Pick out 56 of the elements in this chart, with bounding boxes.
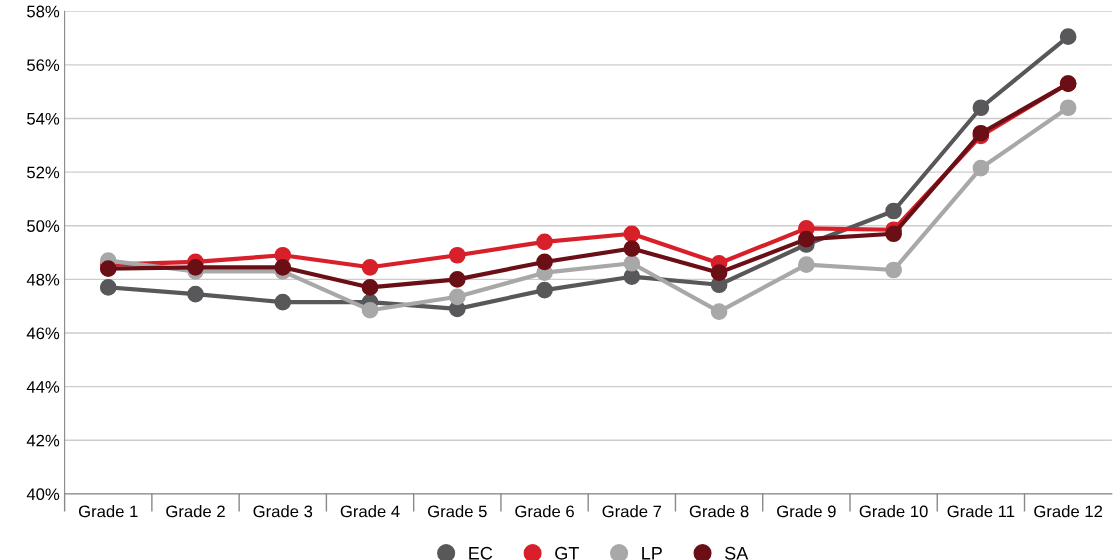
point (448, 271, 466, 288)
legend-label: LP (642, 547, 662, 560)
point (1059, 28, 1077, 46)
point (99, 260, 117, 277)
y-tick-label: 50% (27, 220, 60, 232)
point (274, 258, 292, 276)
point (885, 202, 902, 220)
point (1059, 99, 1077, 117)
y-tick-label: 48% (26, 273, 60, 286)
point (187, 258, 204, 276)
point (972, 159, 990, 177)
x-tick-label: Grade 9 (777, 505, 836, 518)
y-tick-label: 52% (27, 166, 60, 179)
point (798, 230, 815, 248)
y-tick-label: 56% (27, 59, 60, 72)
point (448, 288, 466, 306)
point (448, 246, 466, 264)
point (187, 285, 204, 303)
y-tick-label: 44% (26, 381, 60, 393)
y-tick-label: 42% (26, 434, 60, 447)
point (274, 293, 292, 311)
x-tick-label: Grade 4 (340, 505, 400, 518)
x-tick-label: Grade 10 (859, 505, 928, 518)
point (710, 303, 728, 320)
y-tick-label: 58% (27, 5, 60, 18)
legend-label: SA (725, 546, 749, 560)
point (361, 301, 379, 319)
point (623, 268, 641, 286)
y-tick-label: 40% (26, 488, 60, 501)
point (623, 225, 641, 243)
x-tick-label: Grade 11 (947, 505, 1015, 518)
x-tick-label: Grade 8 (689, 505, 749, 518)
x-tick-label: Grade 3 (253, 505, 313, 518)
point (972, 99, 990, 117)
point (885, 261, 902, 279)
point (361, 258, 379, 276)
x-tick-label: Grade 6 (515, 505, 574, 518)
x-tick-label: Grade 12 (1034, 505, 1103, 518)
point (623, 254, 641, 272)
point (99, 279, 117, 296)
point (885, 225, 902, 243)
x-tick-label: Grade 2 (166, 505, 225, 518)
point (798, 256, 815, 273)
y-tick-label: 54% (27, 112, 60, 125)
x-tick-label: Grade 1 (78, 505, 138, 518)
point (536, 253, 553, 271)
legend-label: GT (555, 546, 579, 560)
point (361, 279, 379, 296)
point (710, 264, 728, 282)
point (536, 281, 553, 299)
y-tick-label: 46% (26, 327, 60, 340)
x-tick-label: Grade 7 (602, 505, 662, 518)
x-tick-label: Grade 5 (428, 505, 487, 518)
point (536, 233, 553, 251)
legend-label: EC (469, 546, 493, 560)
point (623, 240, 641, 257)
